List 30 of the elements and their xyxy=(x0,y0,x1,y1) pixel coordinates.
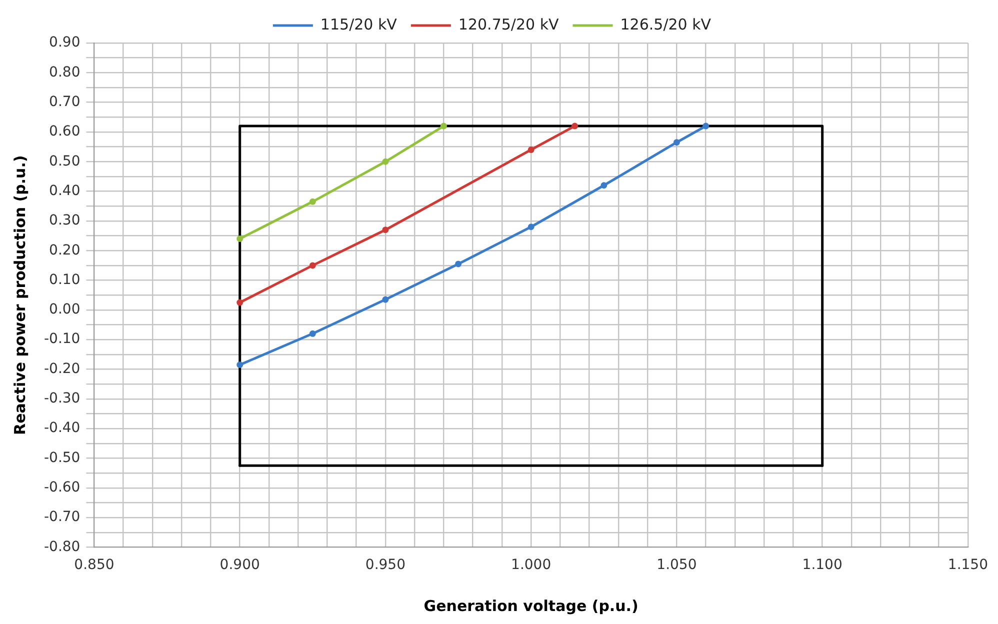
y-tick-label: -0.20 xyxy=(44,360,80,377)
y-tick-label: 0.00 xyxy=(49,302,80,318)
x-axis-title: Generation voltage (p.u.) xyxy=(424,596,638,615)
y-tick-label: 0.70 xyxy=(49,94,80,110)
x-tick-label: 0.950 xyxy=(365,557,406,574)
x-tick-label: 0.900 xyxy=(220,557,260,574)
x-tick-label: 1.000 xyxy=(511,557,552,574)
x-tick-label: 1.050 xyxy=(656,557,697,574)
legend-label: 120.75/20 kV xyxy=(458,15,560,34)
y-tick-label: 0.40 xyxy=(49,182,80,199)
y-tick-label: -0.80 xyxy=(44,538,80,555)
x-tick-label: 1.100 xyxy=(802,557,842,574)
y-tick-label: 0.20 xyxy=(49,242,80,258)
y-tick-label: -0.40 xyxy=(44,420,80,436)
y-tick-label: -0.50 xyxy=(44,450,80,466)
x-tick-label: 0.850 xyxy=(74,557,114,574)
legend-label: 115/20 kV xyxy=(320,15,398,34)
legend-label: 126.5/20 kV xyxy=(620,15,712,34)
y-tick-label: -0.70 xyxy=(44,509,80,526)
y-tick-label: 0.50 xyxy=(49,153,80,170)
y-tick-label: 0.30 xyxy=(49,212,80,229)
y-tick-label: 0.60 xyxy=(49,124,80,140)
y-axis-title: Reactive power production (p.u.) xyxy=(10,155,29,435)
y-tick-label: 0.10 xyxy=(49,272,80,288)
y-tick-label: -0.30 xyxy=(44,390,80,407)
y-tick-label: 0.80 xyxy=(49,64,80,80)
y-tick-label: -0.10 xyxy=(44,331,80,348)
y-tick-label: 0.90 xyxy=(49,34,80,51)
y-tick-label: -0.60 xyxy=(44,480,80,496)
x-tick-label: 1.150 xyxy=(948,557,988,574)
